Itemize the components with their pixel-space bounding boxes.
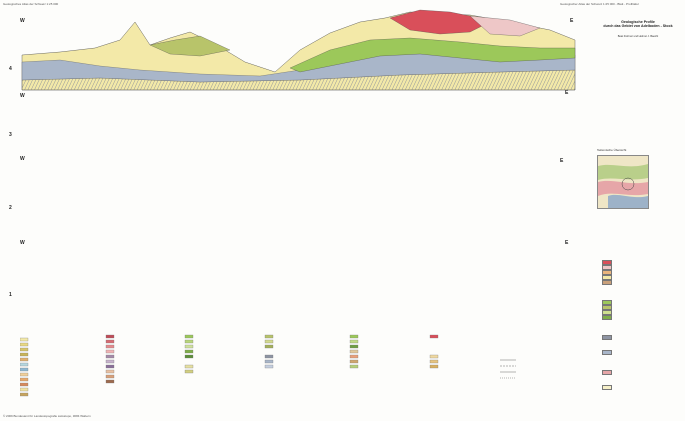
legend-swatch-rose <box>602 370 612 375</box>
legend-swatch-pink <box>602 265 612 270</box>
profile-4-number: 4 <box>9 66 12 72</box>
legend-column-2 <box>105 334 115 384</box>
footer-copyright: © 2009 Bundesamt für Landestopografie sw… <box>3 414 91 418</box>
profile-4 <box>21 9 576 91</box>
legend-swatch-lightgreen <box>602 310 612 315</box>
legend-column-3 <box>184 334 194 374</box>
header-left-note: Geologisches Atlas der Schweiz 1:25 000 <box>3 2 59 6</box>
profile-2-east-label: E <box>560 158 564 164</box>
profile-4-west-label: W <box>20 18 25 24</box>
legend-swatch-blue <box>602 350 612 355</box>
profile-2-number: 2 <box>9 205 12 211</box>
legend-swatch-crystalline <box>602 260 612 265</box>
profile-1-number: 1 <box>9 292 12 298</box>
profiles-svg <box>21 9 576 91</box>
legend-swatch-grey <box>602 335 612 340</box>
profile-3-west-label: W <box>20 93 25 99</box>
profile-2-west-label: W <box>20 156 25 162</box>
map-author: Beat Frehner und Helmut J. Baechi <box>617 35 659 38</box>
legend-swatch-darkgreen <box>602 315 612 320</box>
map-title: Geologische Profile durch das Gebiet von… <box>603 20 673 28</box>
legend-swatch-molasse <box>602 275 612 280</box>
legend-column-6 <box>429 334 439 369</box>
legend-swatch-olive <box>602 305 612 310</box>
header-right-note: Geologischer Atlas der Schweiz 1:25 000 … <box>560 2 639 6</box>
legend-swatch-orange <box>602 270 612 275</box>
legend-line-symbols <box>500 359 516 379</box>
title-line-1: Geologische Profile <box>621 20 655 24</box>
inset-svg <box>598 156 648 208</box>
profile-3-number: 3 <box>9 132 12 138</box>
legend-column-1 <box>20 337 29 397</box>
profile-4-east-label: E <box>570 18 574 24</box>
profile-3-east-label: E <box>565 90 569 96</box>
legend-swatch-cream <box>602 385 612 390</box>
legend-swatch-flysch <box>602 300 612 305</box>
profile-1-west-label: W <box>20 240 25 246</box>
legend-column-4 <box>264 334 274 369</box>
legend-swatch-brown <box>602 280 612 285</box>
profile-1-east-label: E <box>565 240 569 246</box>
bottom-legend <box>20 334 516 397</box>
inset-title: Tektonische Übersicht <box>597 148 627 152</box>
title-line-2: durch das Gebiet von Adelboden - Stock <box>603 24 673 29</box>
tectonic-inset-map <box>597 155 649 209</box>
legend-column-5 <box>349 334 359 369</box>
